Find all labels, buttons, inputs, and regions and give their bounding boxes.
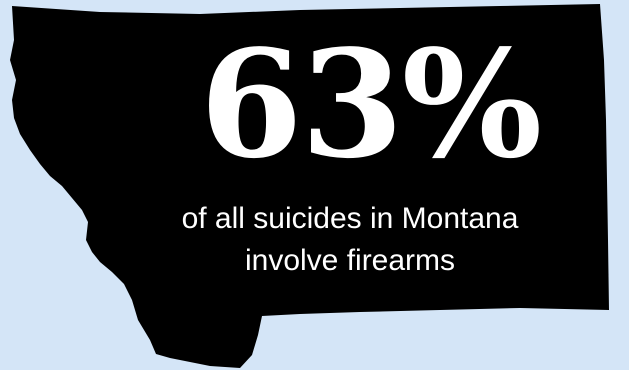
stat-percentage: 63%	[199, 17, 543, 191]
caption-line-2: involve firearms	[244, 244, 456, 277]
caption-line-1: of all suicides in Montana	[181, 202, 519, 235]
stat-caption: of all suicides in Montana involve firea…	[120, 198, 580, 282]
